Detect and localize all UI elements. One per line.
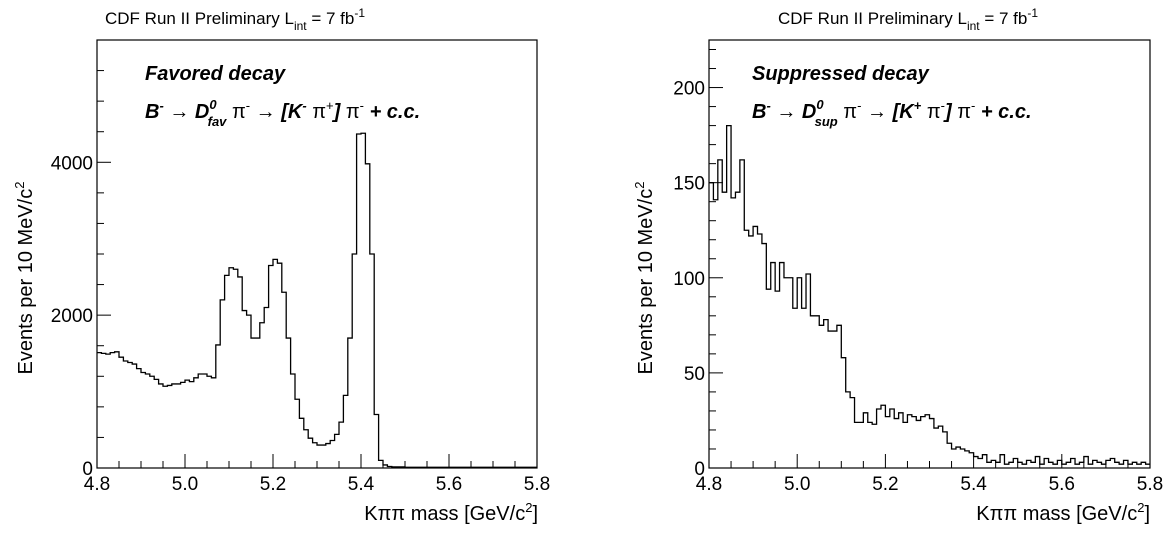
decay-formula-right: B- → D0 sup π- → [K+ π-] π- + c.c.: [752, 97, 1032, 129]
histogram-line-right: [709, 124, 1150, 465]
x-tick-label-left: 5.4: [348, 474, 375, 495]
favored-decay-panel: CDF Run II Preliminary Lint = 7 fb-1 Eve…: [12, 6, 550, 525]
x-axis-label-left: Kππ mass [GeV/c2]: [364, 500, 538, 525]
header-right: CDF Run II Preliminary Lint = 7 fb-1: [778, 6, 1038, 33]
annotation-title-left: Favored decay: [145, 63, 286, 85]
x-tick-label-right: 5.0: [784, 474, 810, 495]
x-tick-label-right: 5.2: [872, 474, 898, 495]
histogram-line-left: [97, 132, 537, 468]
x-tick-label-right: 5.6: [1049, 474, 1075, 495]
x-tick-label-left: 4.8: [84, 474, 110, 495]
decay-formula-left: B- → D0 fav π- → [K- π+] π- + c.c.: [145, 97, 420, 129]
y-tick-label-right: 50: [684, 364, 705, 385]
x-tick-label-left: 5.2: [260, 474, 286, 495]
y-axis-label-right: Events per 10 MeV/c2: [632, 182, 657, 375]
annotation-title-right: Suppressed decay: [752, 63, 930, 85]
y-tick-label-left: 0: [82, 459, 93, 480]
x-axis-label-right: Kππ mass [GeV/c2]: [976, 500, 1150, 525]
x-tick-label-right: 4.8: [696, 474, 722, 495]
y-axis-label-left: Events per 10 MeV/c2: [12, 182, 37, 375]
x-tick-label-right: 5.4: [960, 474, 987, 495]
header-left: CDF Run II Preliminary Lint = 7 fb-1: [105, 6, 365, 33]
y-tick-label-left: 4000: [51, 153, 93, 174]
y-tick-label-left: 2000: [51, 306, 93, 327]
y-tick-label-right: 100: [673, 269, 705, 290]
x-tick-label-left: 5.6: [436, 474, 462, 495]
y-tick-label-right: 150: [673, 174, 705, 195]
y-tick-label-right: 0: [694, 459, 705, 480]
x-tick-label-left: 5.0: [172, 474, 198, 495]
suppressed-decay-panel: CDF Run II Preliminary Lint = 7 fb-1 Eve…: [632, 6, 1163, 525]
x-tick-label-right: 5.8: [1137, 474, 1163, 495]
x-tick-label-left: 5.8: [524, 474, 550, 495]
y-tick-label-right: 200: [673, 79, 705, 100]
